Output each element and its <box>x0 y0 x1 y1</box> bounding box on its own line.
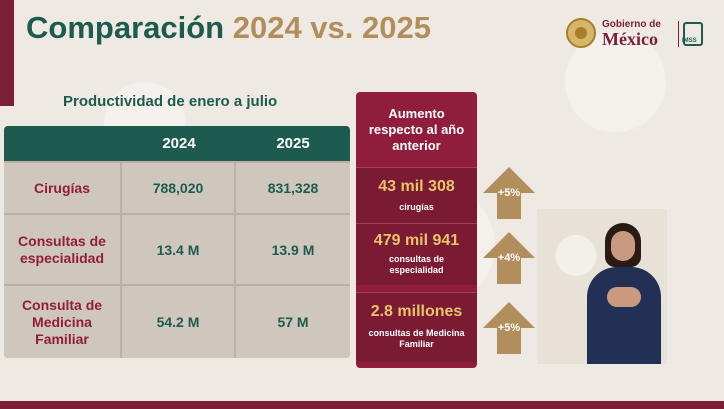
increase-caption: consultas de Medicina Familiar <box>368 328 465 349</box>
imss-label: IMSS <box>682 38 697 44</box>
comparison-table: 2024 2025 Cirugías 788,020 831,328 Consu… <box>4 126 350 358</box>
logo-line2: México <box>602 29 658 49</box>
imss-icon <box>683 22 703 46</box>
row-label: Cirugías <box>4 163 120 213</box>
bottom-bar <box>0 401 724 409</box>
pct-label: +4% <box>497 252 521 264</box>
table-row: Consultas de especialidad 13.4 M 13.9 M <box>4 215 350 284</box>
interpreter-figure <box>587 267 661 364</box>
increase-panel: Aumento respecto al año anterior 43 mil … <box>356 92 477 368</box>
row-label: Consulta de Medicina Familiar <box>4 286 120 358</box>
increase-header: Aumento respecto al año anterior <box>368 106 465 153</box>
cell-2025: 57 M <box>236 286 350 358</box>
increase-item: 43 mil 308 cirugías <box>356 167 477 229</box>
section-subtitle: Productividad de enero a julio <box>63 93 278 110</box>
row-label: Consultas de especialidad <box>4 215 120 284</box>
sign-language-interpreter-video <box>537 209 667 364</box>
page-title: Comparación 2024 vs. 2025 <box>26 10 431 46</box>
header-2025: 2025 <box>276 135 310 152</box>
table-row: Consulta de Medicina Familiar 54.2 M 57 … <box>4 286 350 358</box>
up-arrow-icon: +5% <box>481 300 537 356</box>
cell-2024: 13.4 M <box>122 215 234 284</box>
increase-value: 479 mil 941 <box>373 232 460 249</box>
cell-2024: 788,020 <box>122 163 234 213</box>
up-arrow-icon: +5% <box>481 165 537 221</box>
increase-value: 43 mil 308 <box>378 178 455 195</box>
up-arrow-icon: +4% <box>481 230 537 286</box>
cell-2025: 13.9 M <box>236 215 350 284</box>
pct-label: +5% <box>497 187 521 199</box>
title-part2: 2024 vs. 2025 <box>232 10 431 45</box>
increase-value: 2.8 millones <box>370 303 463 320</box>
logo-line1: Gobierno de <box>602 19 661 30</box>
left-accent-bar <box>0 0 14 106</box>
gobierno-logo: Gobierno de México IMSS <box>566 18 704 50</box>
increase-item: 2.8 millones consultas de Medicina Famil… <box>356 292 477 362</box>
title-part1: Comparación <box>26 10 225 45</box>
pct-label: +5% <box>497 322 521 334</box>
header-2024: 2024 <box>162 135 196 152</box>
table-row: Cirugías 788,020 831,328 <box>4 163 350 213</box>
cell-2024: 54.2 M <box>122 286 234 358</box>
logo-divider <box>678 21 679 47</box>
increase-item: 479 mil 941 consultas de especialidad <box>356 223 477 285</box>
table-header: 2024 2025 <box>4 126 350 161</box>
increase-caption: consultas de especialidad <box>388 254 444 275</box>
increase-caption: cirugías <box>399 202 434 212</box>
cell-2025: 831,328 <box>236 163 350 213</box>
seal-icon <box>566 18 596 48</box>
